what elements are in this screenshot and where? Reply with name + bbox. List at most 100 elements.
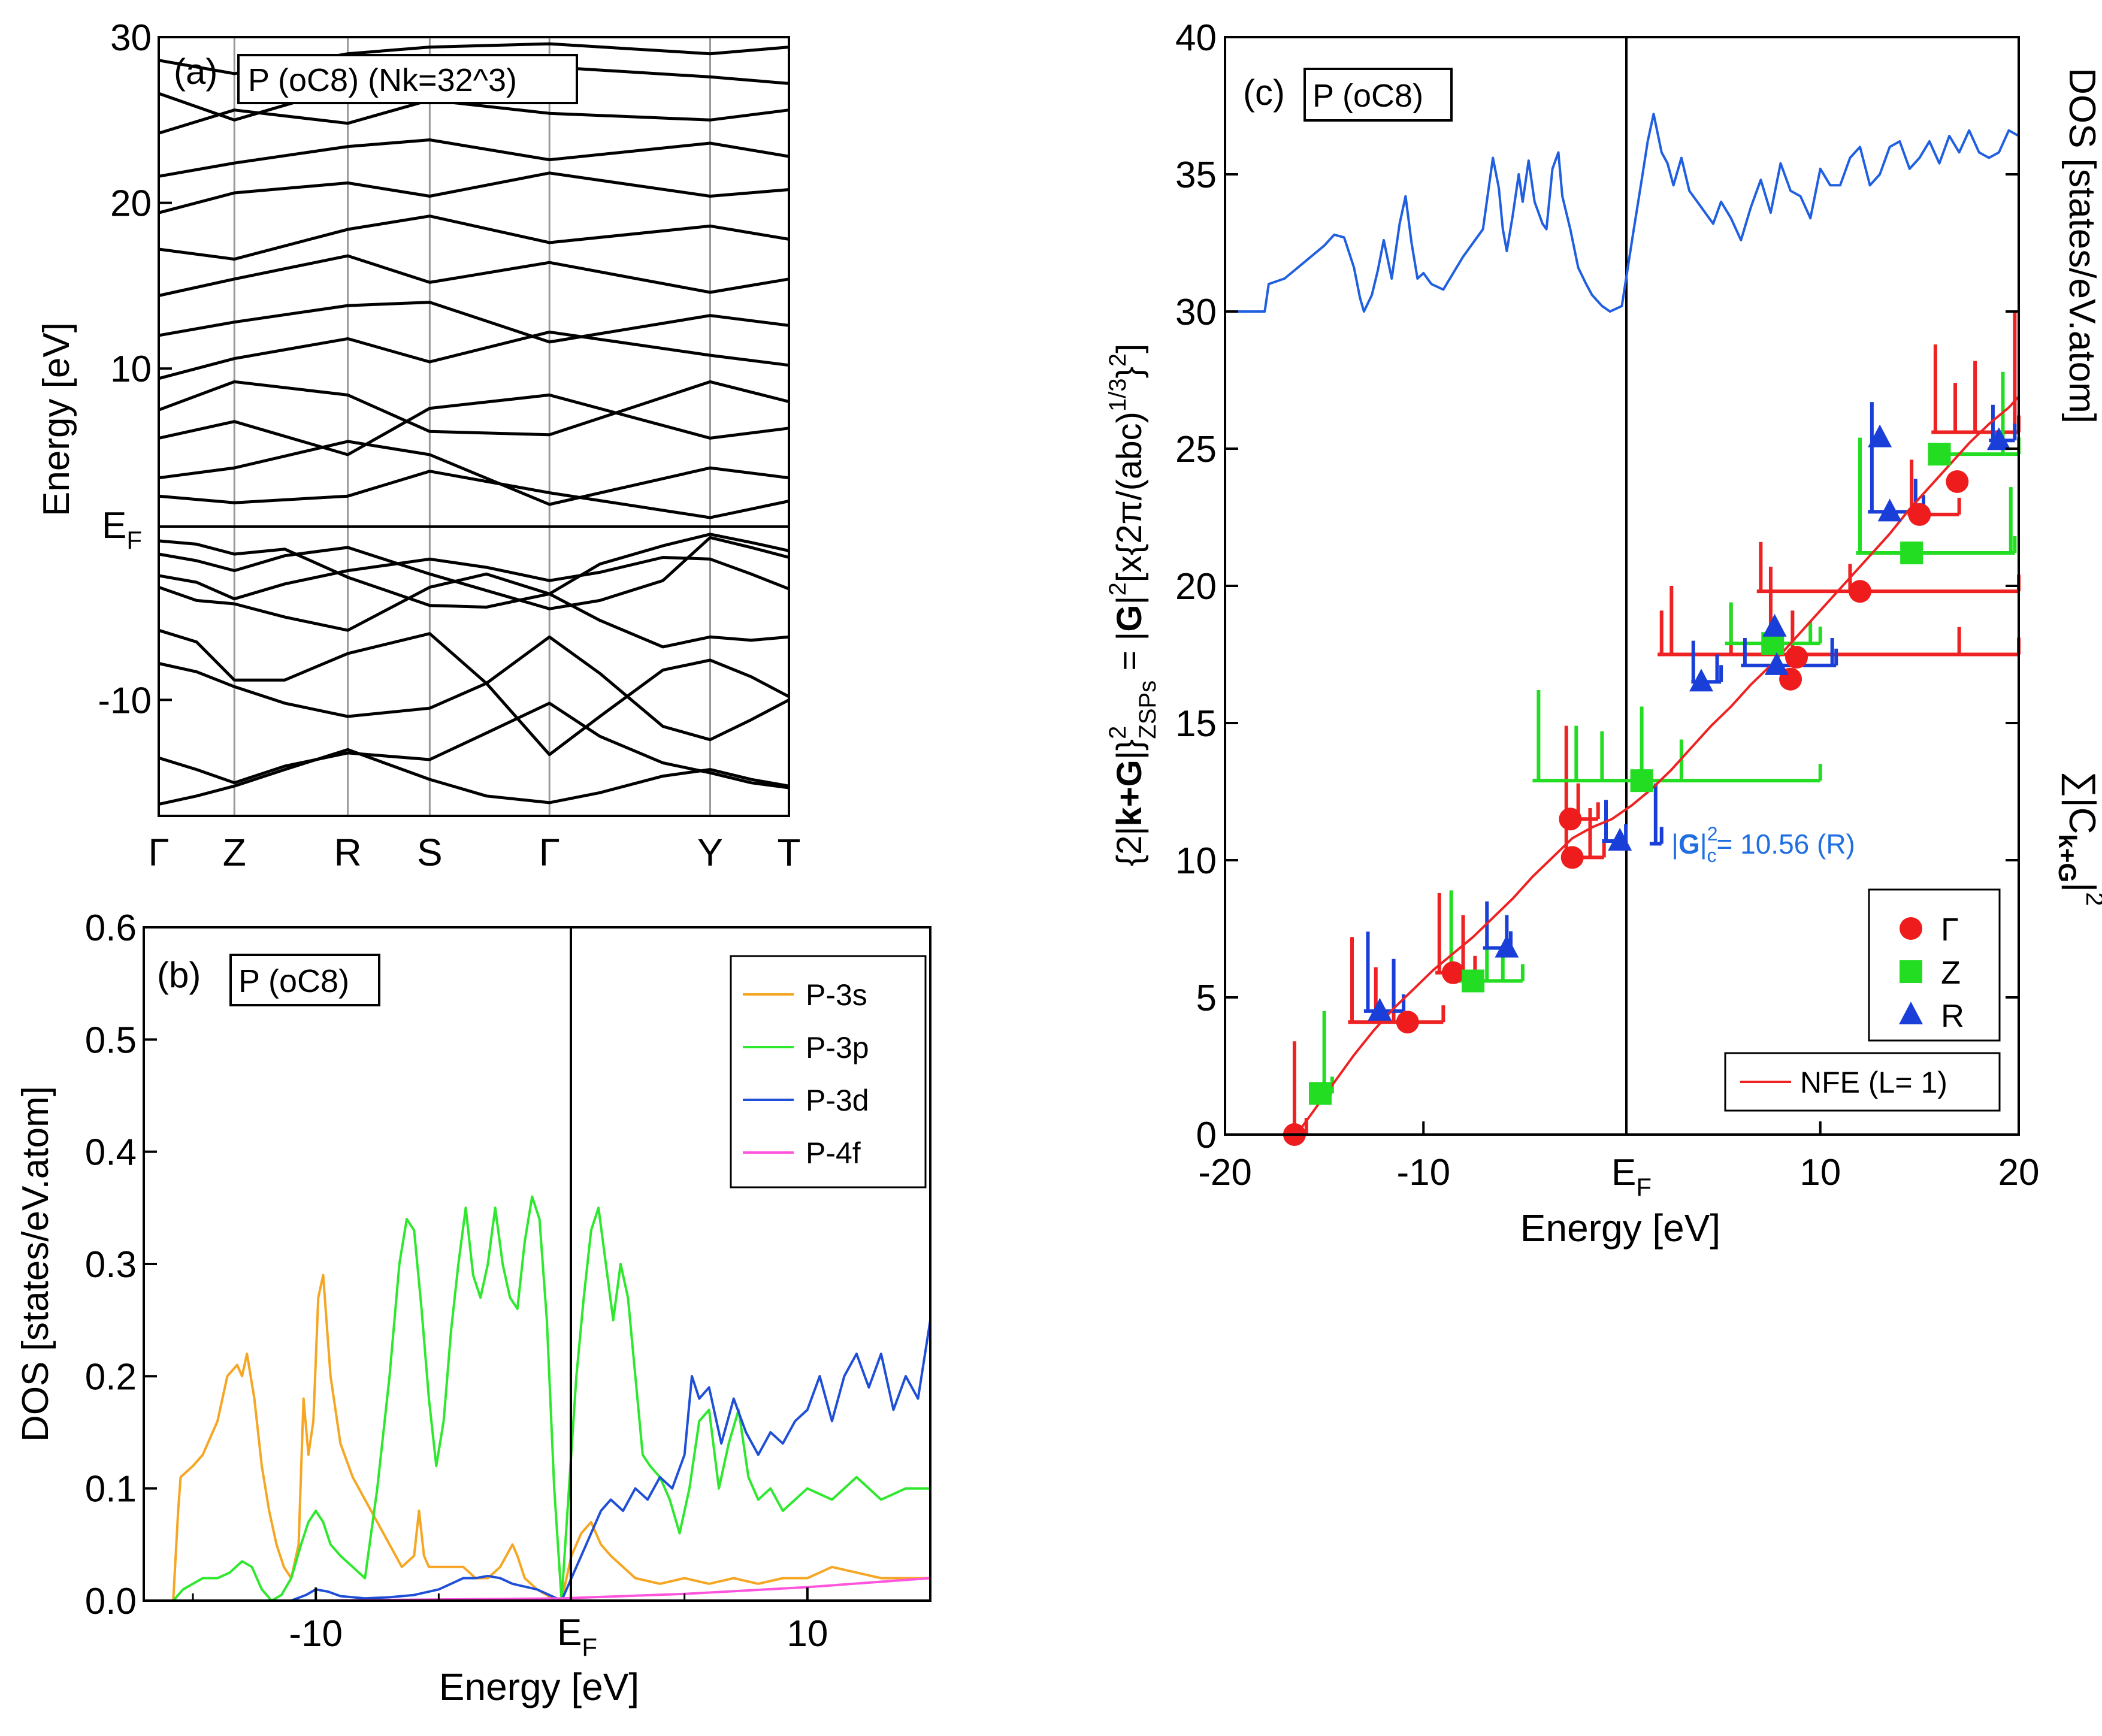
c-ytick-label-6: 30 xyxy=(1175,292,1217,333)
a-band-3 xyxy=(158,628,790,757)
c-marker-triangle-3 xyxy=(1689,669,1713,692)
c-legend-label-1: Z xyxy=(1941,955,1961,991)
c-bracket-4 xyxy=(1435,893,1477,975)
a-panel-label: (a) xyxy=(174,52,217,92)
b-dos-series xyxy=(144,1195,931,1602)
c-legend-marker-0 xyxy=(1900,917,1922,940)
b-x-axis-label: Energy [eV] xyxy=(439,1665,639,1708)
c-marker-square-5 xyxy=(1928,443,1951,466)
c-xtick-label-0: -20 xyxy=(1198,1152,1252,1193)
c-xtick-label-2: 10 xyxy=(1799,1152,1841,1193)
a-ytick-label-1: 10 xyxy=(110,349,152,390)
c-panel-label: (c) xyxy=(1243,72,1285,113)
c-marker-triangle-2 xyxy=(1608,827,1632,851)
c-marker-square-2 xyxy=(1630,769,1653,793)
a-band-6 xyxy=(158,536,790,610)
b-title-box xyxy=(229,954,380,1006)
c-marker-triangle-6 xyxy=(1877,498,1902,522)
a-band-4 xyxy=(158,572,790,649)
c-xtick-label-3: 20 xyxy=(1998,1152,2040,1193)
c-marker-circle-2 xyxy=(1441,961,1465,984)
c-bracket-16 xyxy=(1756,542,2021,594)
b-ytick-label-1: 0.1 xyxy=(85,1469,137,1510)
b-x-ticks: -10 10 xyxy=(192,1587,828,1655)
c-bracket-11 xyxy=(1649,783,1664,846)
b-legend-label-1: P-3p xyxy=(806,1031,869,1064)
a-band-15 xyxy=(158,214,790,261)
c-legend-box xyxy=(1868,888,2001,1042)
a-kpoint-label-3: S xyxy=(417,831,443,874)
c-bracket-12 xyxy=(1658,566,2021,657)
a-plot-frame xyxy=(158,36,790,817)
c-y-axis-label: {2|k+G|}2 ZSPs = |G|2[x{2π/(abc)1/3}2] xyxy=(1105,344,1161,866)
b-y-axis-label: DOS [states/eV.atom] xyxy=(15,1086,56,1442)
c-nfe-legend-label: NFE (L= 1) xyxy=(1800,1066,1947,1099)
c-ytick-label-7: 35 xyxy=(1175,155,1217,196)
c-marker-square-1 xyxy=(1462,969,1485,993)
a-band-8 xyxy=(158,470,790,519)
c-legend-label-2: R xyxy=(1941,998,1964,1034)
c-marker-circle-8 xyxy=(1908,503,1931,526)
a-ytick-label-2: 20 xyxy=(110,183,152,225)
c-title: P (oC8) xyxy=(1312,78,1423,114)
c-bracket-20 xyxy=(1931,311,2021,434)
c-ytick-label-0: 0 xyxy=(1196,1115,1217,1156)
a-y-axis-label: Energy [eV] xyxy=(36,322,77,516)
a-band-9 xyxy=(158,440,790,506)
a-band-20 xyxy=(158,42,790,75)
c-dos-line xyxy=(1225,113,2019,313)
b-ytick-label-3: 0.3 xyxy=(85,1244,137,1286)
c-ef-label: EF xyxy=(1611,1152,1652,1201)
c-marker-circle-1 xyxy=(1396,1011,1419,1034)
a-kpoint-label-2: R xyxy=(334,831,361,874)
c-bracket-3 xyxy=(1363,931,1406,1013)
c-bracket-9 xyxy=(1532,690,1822,783)
b-xtick-label-0: -10 xyxy=(289,1613,343,1655)
b-ytick-label-4: 0.4 xyxy=(85,1132,137,1174)
c-ytick-label-1: 5 xyxy=(1196,978,1217,1019)
c-y-ticks: 0 5 10 15 20 25 30 35 40 xyxy=(1175,17,2019,1156)
a-band-17 xyxy=(158,138,790,178)
c-marker-circle-4 xyxy=(1559,807,1582,831)
a-band-lines xyxy=(158,42,790,806)
c-ytick-label-5: 25 xyxy=(1175,429,1217,470)
c-legend-label-0: Γ xyxy=(1941,912,1959,948)
panel-b-pdos: 0.0 0.1 0.2 0.3 0.4 0.5 0.6 -10 10 EF Energy [e… xyxy=(15,908,931,1708)
c-marker-circle-6 xyxy=(1785,646,1808,669)
c-marker-triangle-4 xyxy=(1762,613,1787,637)
a-ytick-label-0: -10 xyxy=(98,680,152,721)
a-band-14 xyxy=(158,254,790,297)
a-ytick-label-3: 30 xyxy=(110,17,152,59)
c-ytick-label-3: 15 xyxy=(1175,703,1217,745)
b-legend-label-2: P-3d xyxy=(806,1084,869,1117)
c-gc-annotation: |G|2 c= 10.56 (R) xyxy=(1671,823,1855,866)
a-kpoint-label-1: Z xyxy=(223,831,246,874)
a-kpoint-label-5: Y xyxy=(697,831,723,874)
b-xtick-label-1: 10 xyxy=(787,1613,828,1655)
a-band-0 xyxy=(158,748,790,806)
a-band-11 xyxy=(158,380,790,437)
a-title-box xyxy=(237,54,578,104)
c-legend: ΓZR xyxy=(1899,912,1964,1034)
b-series-P-3p xyxy=(144,1195,930,1602)
c-bracket-0 xyxy=(1292,1041,1308,1136)
a-kpoint-label-4: Γ xyxy=(539,831,560,874)
b-ytick-label-5: 0.5 xyxy=(85,1020,137,1061)
c-legend-marker-2 xyxy=(1899,1002,1923,1024)
c-ytick-label-8: 40 xyxy=(1175,17,1217,59)
c-marker-triangle-7 xyxy=(1868,424,1892,447)
a-ef-label: EF xyxy=(102,505,142,554)
b-ytick-label-6: 0.6 xyxy=(85,908,137,949)
c-bracket-7 xyxy=(1564,725,1606,860)
c-bracket-13 xyxy=(1691,640,1723,684)
a-kpoint-label-6: T xyxy=(777,831,800,874)
c-ytick-label-4: 20 xyxy=(1175,566,1217,607)
c-marker-triangle-8 xyxy=(1986,427,2011,450)
a-kpoint-label-0: Γ xyxy=(148,831,169,874)
c-dos-curve xyxy=(1225,113,2019,313)
c-marker-circle-7 xyxy=(1849,580,1871,603)
c-legend-marker-1 xyxy=(1900,960,1922,983)
c-ytick-label-2: 10 xyxy=(1175,840,1217,882)
